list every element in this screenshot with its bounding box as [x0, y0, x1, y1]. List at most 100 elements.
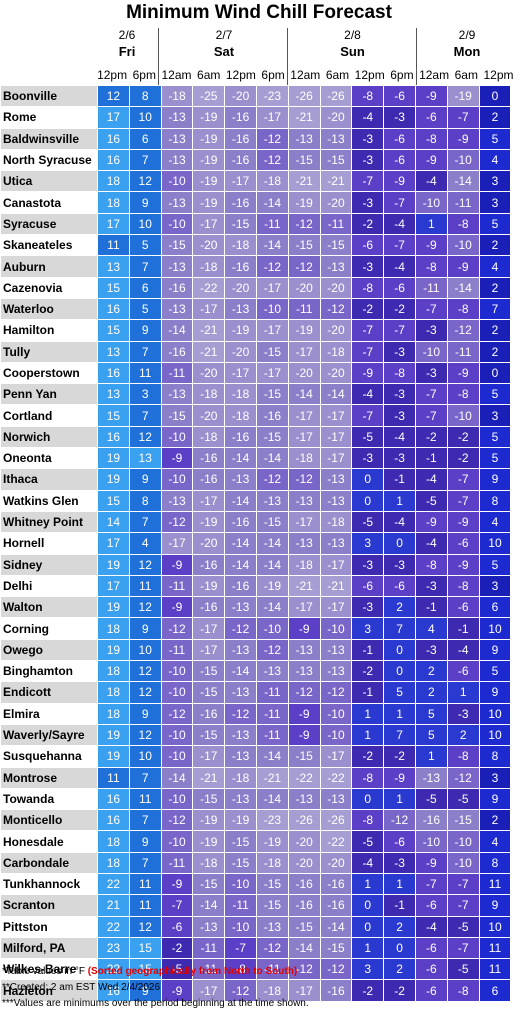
- wind-chill-cell: -19: [255, 574, 289, 598]
- wind-chill-cell: -3: [383, 553, 416, 576]
- wind-chill-cell: -10: [160, 660, 194, 683]
- wind-chill-cell: -15: [287, 234, 321, 257]
- wind-chill-cell: 5: [414, 702, 448, 725]
- wind-chill-cell: -9: [160, 596, 194, 619]
- wind-chill-cell: -2: [446, 447, 480, 470]
- wind-chill-cell: -20: [287, 276, 321, 299]
- table-row: Towanda 16 11 -10 -15 -13 -14 -13 -13 0 1 -5 -5 9: [0, 787, 512, 811]
- city-label: Hamilton: [0, 319, 98, 342]
- wind-chill-cell: -19: [192, 574, 226, 598]
- wind-chill-cell: 7: [128, 255, 162, 278]
- wind-chill-cell: -18: [192, 255, 226, 278]
- wind-chill-cell: -15: [287, 915, 321, 938]
- wind-chill-cell: -10: [224, 915, 257, 938]
- wind-chill-cell: -13: [224, 723, 257, 747]
- wind-chill-cell: -12: [287, 958, 321, 981]
- wind-chill-cell: 8: [478, 851, 512, 874]
- wind-chill-cell: -12: [160, 702, 194, 725]
- wind-chill-cell: 1: [351, 936, 385, 960]
- wind-chill-cell: 11: [97, 766, 130, 789]
- wind-chill-cell: -3: [383, 447, 416, 470]
- wind-chill-cell: -3: [383, 851, 416, 874]
- wind-chill-cell: -10: [446, 851, 480, 874]
- wind-chill-cell: -16: [224, 106, 257, 129]
- wind-chill-cell: -10: [255, 297, 289, 321]
- wind-chill-cell: -15: [319, 936, 353, 960]
- wind-chill-cell: -13: [160, 489, 194, 512]
- wind-chill-cell: -17: [255, 106, 289, 129]
- wind-chill-cell: -12: [319, 958, 353, 981]
- day-date-sun: 2/8: [344, 28, 361, 42]
- wind-chill-cell: -11: [255, 958, 289, 981]
- wind-chill-cell: 16: [97, 361, 130, 385]
- wind-chill-cell: -19: [192, 510, 226, 534]
- wind-chill-cell: 10: [478, 617, 512, 640]
- wind-chill-cell: 3: [478, 191, 512, 214]
- wind-chill-cell: 8: [128, 489, 162, 512]
- wind-chill-cell: -13: [319, 638, 353, 662]
- wind-chill-cell: 9: [478, 638, 512, 662]
- table-row: Canastota 18 9 -13 -19 -16 -14 -19 -20 -3 -7 -10 -11…: [0, 191, 512, 214]
- wind-chill-cell: 3: [351, 617, 385, 640]
- wind-chill-cell: -18: [319, 340, 353, 363]
- wind-chill-cell: -1: [414, 447, 448, 470]
- table-row: Ithaca 19 9 -10 -16 -13 -12 -12 -13 0 -1 -4 -7 9: [0, 468, 512, 491]
- wind-chill-cell: -17: [192, 212, 226, 236]
- city-label: Oneonta: [0, 447, 98, 470]
- city-label: Ithaca: [0, 468, 98, 491]
- city-label: Penn Yan: [0, 383, 98, 406]
- table-row: Hornell 17 4 -17 -20 -14 -14 -13 -13 3 0 -4 -6 10: [0, 532, 512, 555]
- city-label: Monticello: [0, 809, 98, 832]
- wind-chill-cell: -7: [414, 404, 448, 427]
- wind-chill-cell: -14: [255, 532, 289, 555]
- time-header: 12pm: [97, 68, 128, 82]
- wind-chill-cell: -16: [224, 148, 257, 172]
- city-label: Pittston: [0, 915, 98, 938]
- wind-chill-cell: 0: [478, 361, 512, 385]
- wind-chill-cell: -7: [224, 936, 257, 960]
- time-header: 12am: [419, 68, 450, 82]
- wind-chill-cell: -13: [160, 383, 194, 406]
- wind-chill-cell: -9: [446, 255, 480, 278]
- wind-chill-cell: -6: [383, 276, 416, 299]
- wind-chill-cell: -13: [287, 532, 321, 555]
- wind-chill-cell: 9: [128, 702, 162, 725]
- table-row: Delhi 17 11 -11 -19 -16 -19 -21 -21 -6 -6 -3 -8 3: [0, 574, 512, 598]
- wind-chill-cell: -18: [160, 84, 194, 108]
- wind-chill-cell: -4: [383, 255, 416, 278]
- wind-chill-cell: -11: [414, 276, 448, 299]
- wind-chill-cell: -8: [414, 255, 448, 278]
- wind-chill-cell: 9: [478, 894, 512, 917]
- city-label: Towanda: [0, 787, 98, 811]
- wind-chill-cell: -18: [192, 425, 226, 449]
- wind-chill-cell: -18: [224, 234, 257, 257]
- wind-chill-cell: -7: [383, 319, 416, 342]
- wind-chill-cell: -20: [224, 84, 257, 108]
- wind-chill-cell: -16: [192, 447, 226, 470]
- wind-chill-cell: -16: [160, 340, 194, 363]
- table-row: Cortland 15 7 -15 -20 -18 -16 -17 -17 -7 -3 -7 -10 3: [0, 404, 512, 427]
- table-row: Syracuse 17 10 -10 -17 -15 -11 -12 -11 -2 -4 1 -8 5: [0, 212, 512, 236]
- wind-chill-cell: 14: [97, 510, 130, 534]
- city-label: Carbondale: [0, 851, 98, 874]
- wind-chill-cell: -5: [351, 830, 385, 853]
- wind-chill-cell: -14: [255, 234, 289, 257]
- city-label: Tunkhannock: [0, 872, 98, 896]
- wind-chill-cell: -15: [224, 851, 257, 874]
- time-header: 6am: [197, 68, 221, 82]
- wind-chill-cell: -16: [160, 276, 194, 299]
- wind-chill-cell: -2: [351, 660, 385, 683]
- wind-chill-cell: 12: [128, 915, 162, 938]
- city-label: Auburn: [0, 255, 98, 278]
- wind-chill-cell: -14: [160, 319, 194, 342]
- wind-chill-cell: -2: [160, 936, 194, 960]
- wind-chill-cell: -7: [414, 297, 448, 321]
- wind-chill-cell: 11: [97, 234, 130, 257]
- wind-chill-cell: -12: [160, 809, 194, 832]
- wind-chill-cell: -10: [446, 404, 480, 427]
- city-label: Utica: [0, 170, 98, 193]
- wind-chill-cell: -4: [414, 915, 448, 938]
- wind-chill-cell: -8: [351, 809, 385, 832]
- wind-chill-cell: -9: [287, 617, 321, 640]
- wind-chill-cell: -2: [446, 425, 480, 449]
